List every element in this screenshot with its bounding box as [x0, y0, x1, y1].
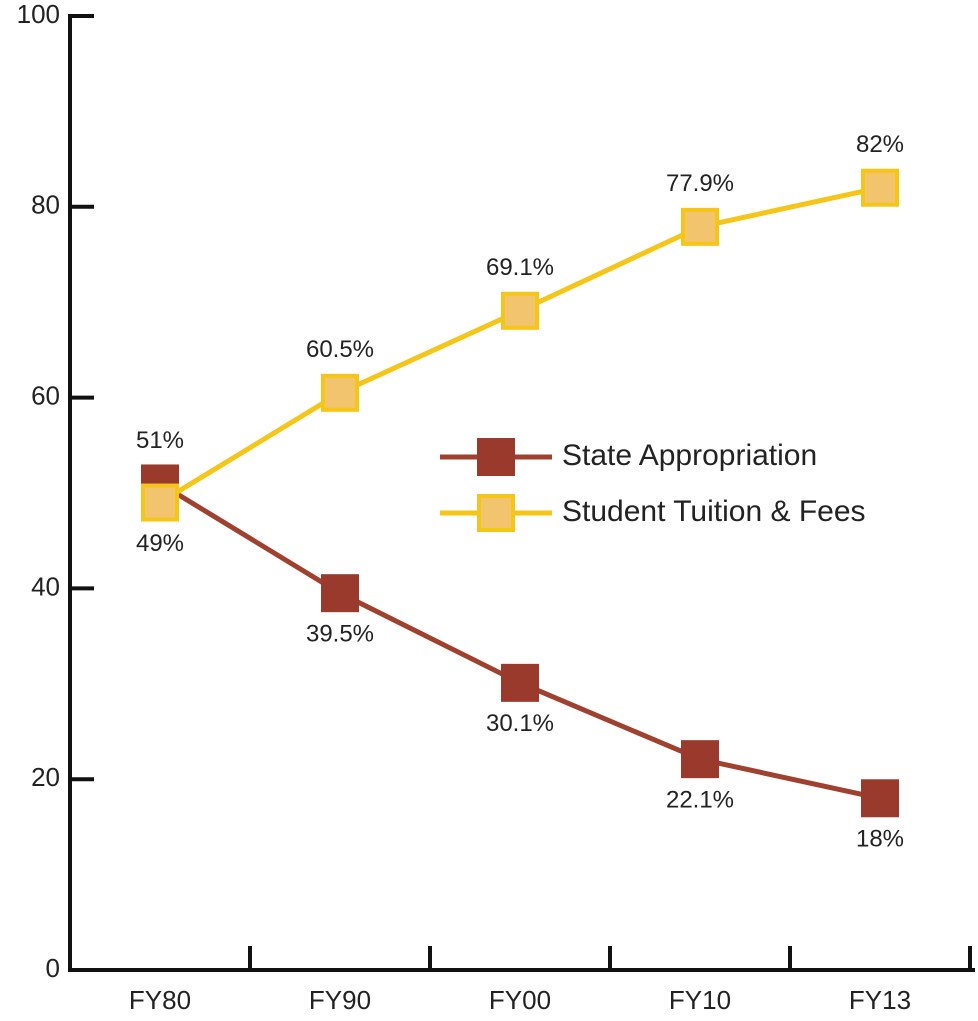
x-tick-label: FY10: [669, 985, 731, 1015]
marker: [501, 663, 539, 702]
legend-label: State Appropriation: [562, 439, 817, 472]
value-label: 39.5%: [306, 621, 374, 648]
value-label: 77.9%: [666, 170, 734, 197]
legend-marker: [477, 494, 515, 532]
value-label: 51%: [136, 427, 184, 454]
value-label: 18%: [856, 826, 904, 853]
x-tick-label: FY00: [489, 985, 551, 1015]
y-tick-label: 100: [17, 0, 60, 29]
x-tick-label: FY90: [309, 985, 371, 1015]
value-label: 69.1%: [486, 254, 554, 281]
value-label: 49%: [136, 530, 184, 557]
marker: [681, 207, 719, 246]
marker: [861, 779, 899, 818]
value-label: 60.5%: [306, 336, 374, 363]
y-tick-label: 60: [31, 380, 60, 410]
value-label: 82%: [856, 131, 904, 158]
value-label: 22.1%: [666, 787, 734, 814]
marker: [861, 168, 899, 207]
marker: [321, 574, 359, 613]
value-label: 30.1%: [486, 710, 554, 737]
y-tick-label: 0: [46, 953, 60, 983]
marker: [141, 483, 179, 522]
series-line: [158, 481, 881, 801]
x-tick-label: FY13: [849, 985, 911, 1015]
y-tick-label: 80: [31, 190, 60, 220]
x-tick-label: FY80: [129, 985, 191, 1015]
legend-label: Student Tuition & Fees: [562, 495, 866, 528]
y-tick-label: 20: [31, 762, 60, 792]
y-tick-label: 40: [31, 571, 60, 601]
legend-marker: [477, 438, 515, 476]
marker: [321, 373, 359, 412]
marker: [681, 740, 719, 779]
marker: [501, 291, 539, 330]
